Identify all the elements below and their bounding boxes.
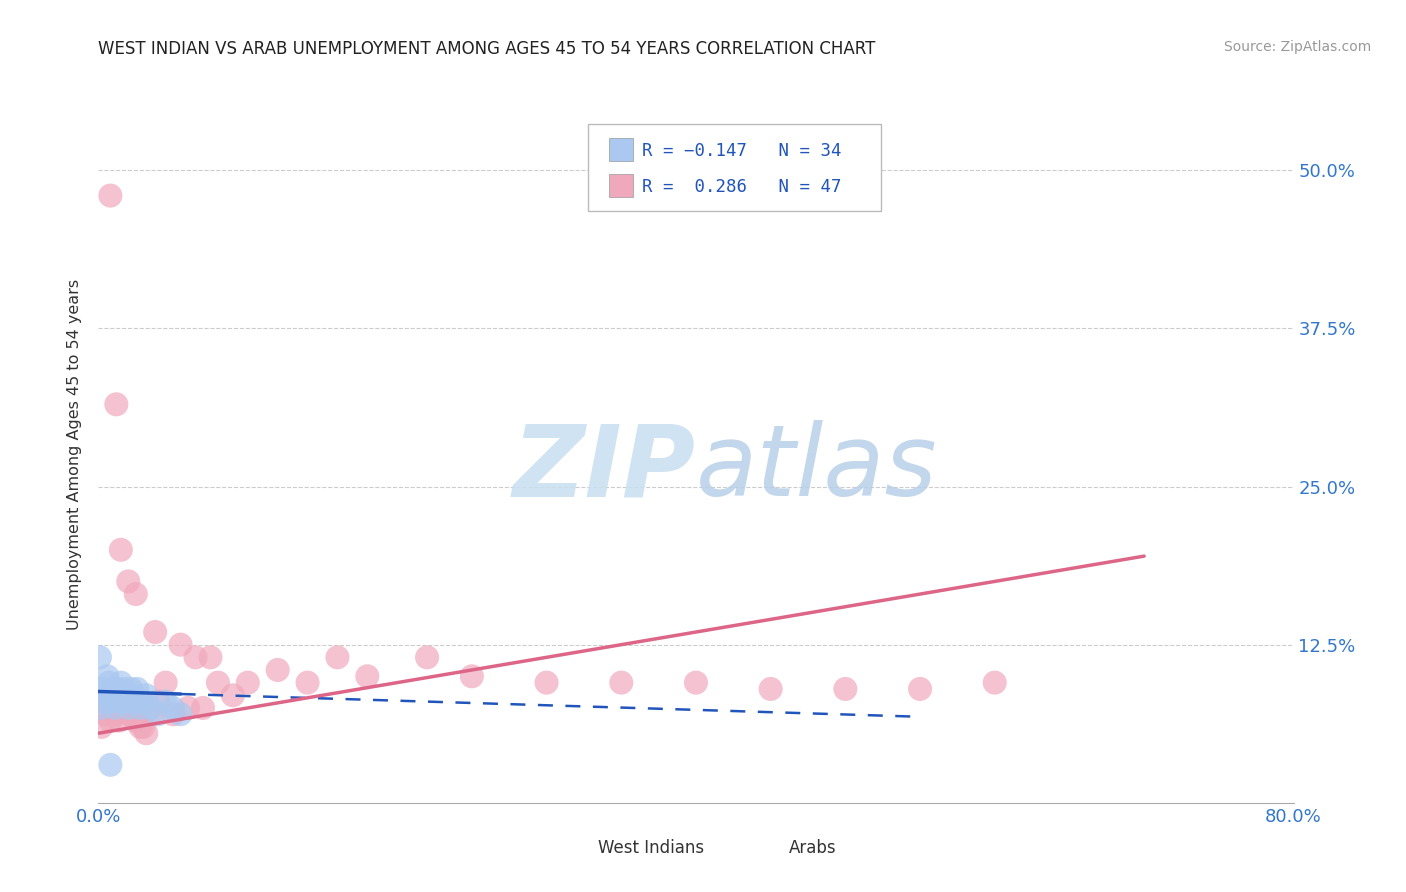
Point	[98, 188, 122, 202]
Point	[297, 675, 319, 690]
Point	[114, 701, 136, 715]
Point	[536, 675, 558, 690]
Point	[135, 726, 157, 740]
Bar	[609, 138, 633, 161]
Point	[98, 688, 122, 702]
Point	[984, 675, 1007, 690]
Point	[155, 675, 177, 690]
Point	[461, 669, 484, 683]
Text: Source: ZipAtlas.com: Source: ZipAtlas.com	[1223, 40, 1371, 54]
Point	[191, 701, 214, 715]
Point	[110, 675, 132, 690]
Point	[834, 681, 856, 696]
Bar	[609, 174, 633, 197]
Point	[108, 714, 131, 728]
Point	[107, 688, 129, 702]
Point	[108, 695, 131, 709]
Point	[118, 695, 141, 709]
Point	[94, 688, 117, 702]
Point	[93, 681, 115, 696]
Point	[121, 688, 143, 702]
Point	[908, 681, 931, 696]
Point	[111, 695, 134, 709]
Point	[96, 695, 118, 709]
Point	[129, 720, 152, 734]
Point	[127, 681, 149, 696]
Point	[112, 681, 135, 696]
Point	[326, 650, 349, 665]
Text: West Indians: West Indians	[598, 839, 704, 857]
Point	[129, 701, 152, 715]
Point	[89, 650, 111, 665]
Point	[759, 681, 782, 696]
Point	[162, 701, 184, 715]
Point	[177, 701, 200, 715]
Point	[117, 701, 139, 715]
Point	[97, 675, 120, 690]
Text: R = −0.147   N = 34: R = −0.147 N = 34	[643, 142, 842, 160]
Point	[416, 650, 439, 665]
Point	[132, 695, 155, 709]
Point	[120, 681, 142, 696]
Point	[143, 625, 166, 640]
Point	[132, 720, 155, 734]
Point	[135, 688, 157, 702]
Point	[125, 714, 148, 728]
Y-axis label: Unemployment Among Ages 45 to 54 years: Unemployment Among Ages 45 to 54 years	[67, 279, 83, 631]
Point	[115, 688, 138, 702]
Point	[103, 695, 125, 709]
Point	[103, 701, 125, 715]
Point	[169, 707, 191, 722]
Point	[117, 707, 139, 722]
Point	[110, 542, 132, 557]
Bar	[553, 834, 589, 862]
Point	[90, 720, 112, 734]
Point	[101, 681, 124, 696]
Bar	[744, 834, 780, 862]
Point	[105, 681, 128, 696]
Point	[117, 574, 139, 589]
Point	[207, 675, 229, 690]
Point	[184, 650, 207, 665]
Text: atlas: atlas	[696, 420, 938, 517]
Point	[139, 707, 162, 722]
Point	[105, 707, 128, 722]
Point	[169, 638, 191, 652]
Point	[236, 675, 259, 690]
Point	[104, 701, 127, 715]
Point	[96, 669, 118, 683]
Point	[200, 650, 222, 665]
Point	[222, 688, 245, 702]
Text: WEST INDIAN VS ARAB UNEMPLOYMENT AMONG AGES 45 TO 54 YEARS CORRELATION CHART: WEST INDIAN VS ARAB UNEMPLOYMENT AMONG A…	[98, 40, 876, 58]
Point	[267, 663, 290, 677]
Text: R =  0.286   N = 47: R = 0.286 N = 47	[643, 178, 842, 196]
Point	[125, 695, 148, 709]
Point	[98, 757, 122, 772]
Point	[111, 688, 134, 702]
Point	[93, 707, 115, 722]
Text: ZIP: ZIP	[513, 420, 696, 517]
Point	[114, 695, 136, 709]
Point	[148, 695, 170, 709]
Point	[98, 714, 122, 728]
Point	[105, 397, 128, 411]
Point	[610, 675, 633, 690]
Point	[132, 695, 155, 709]
Point	[91, 695, 114, 709]
Point	[162, 707, 184, 722]
Point	[90, 701, 112, 715]
Point	[356, 669, 378, 683]
Point	[120, 695, 142, 709]
Point	[148, 707, 170, 722]
Point	[685, 675, 707, 690]
Text: Arabs: Arabs	[789, 839, 837, 857]
Point	[139, 701, 162, 715]
Point	[155, 695, 177, 709]
Point	[125, 587, 148, 601]
FancyBboxPatch shape	[589, 124, 882, 211]
